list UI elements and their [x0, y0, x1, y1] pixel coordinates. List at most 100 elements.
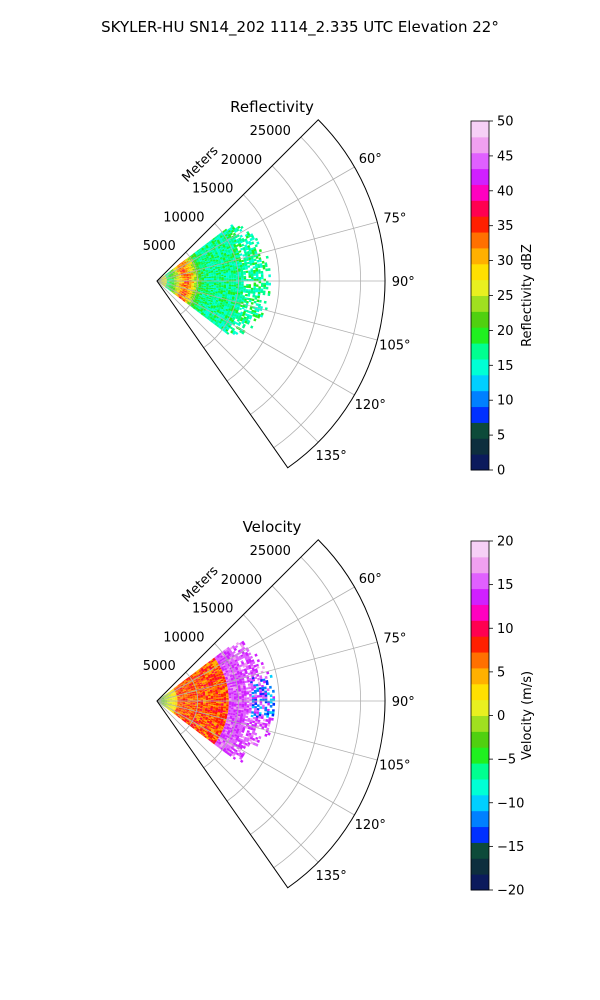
reflectivity-gate — [241, 331, 245, 335]
velocity-gate — [190, 724, 193, 727]
velocity-gate — [198, 730, 202, 733]
reflectivity-gate — [166, 279, 170, 280]
velocity-gate — [187, 680, 191, 683]
reflectivity-gate — [204, 311, 208, 315]
reflectivity-gate — [163, 284, 166, 286]
velocity-gate — [177, 703, 180, 704]
velocity-gate — [218, 673, 222, 676]
reflectivity-gate — [170, 269, 174, 271]
reflectivity-gate — [187, 263, 191, 266]
reflectivity-gate — [184, 297, 187, 300]
reflectivity-gate — [188, 288, 191, 290]
reflectivity-gate — [187, 258, 190, 261]
velocity-gate — [197, 684, 201, 687]
velocity-gate — [179, 707, 182, 709]
velocity-gate — [190, 713, 193, 716]
reflectivity-gate — [192, 268, 195, 270]
velocity-gate — [169, 695, 172, 698]
velocity-gate — [194, 726, 198, 729]
reflectivity-gate — [187, 269, 190, 271]
velocity-gate — [202, 671, 206, 674]
reflectivity-gate — [208, 261, 211, 264]
reflectivity-gate — [211, 240, 214, 243]
reflectivity-gate — [184, 301, 188, 304]
reflectivity-colorbar-tick-label: 35 — [497, 219, 514, 234]
reflectivity-gate — [167, 272, 170, 274]
velocity-gate — [207, 674, 211, 677]
reflectivity-gate — [221, 273, 224, 276]
reflectivity-gate — [213, 299, 216, 302]
reflectivity-gate — [226, 327, 230, 331]
velocity-gate — [183, 684, 187, 687]
reflectivity-gate — [204, 253, 208, 256]
velocity-gate — [180, 683, 183, 686]
velocity-gate — [167, 707, 171, 710]
reflectivity-gate — [175, 266, 178, 269]
velocity-gate — [196, 718, 200, 721]
reflectivity-gate — [245, 241, 249, 245]
velocity-gate — [210, 730, 214, 733]
reflectivity-gate — [188, 259, 191, 262]
reflectivity-gate — [175, 288, 178, 290]
velocity-gate — [215, 725, 219, 728]
reflectivity-gate — [211, 297, 214, 300]
velocity-gate — [203, 726, 207, 729]
reflectivity-gate — [228, 319, 232, 323]
reflectivity-gate — [173, 274, 176, 276]
reflectivity-gate — [168, 275, 171, 277]
velocity-gate — [179, 712, 183, 715]
reflectivity-gate — [268, 282, 271, 286]
reflectivity-gate — [173, 269, 177, 271]
reflectivity-gate — [188, 295, 191, 298]
velocity-gate — [169, 690, 172, 693]
velocity-gate — [216, 739, 220, 743]
reflectivity-gate — [175, 266, 178, 269]
velocity-gate — [189, 708, 193, 710]
velocity-gate — [161, 703, 165, 705]
velocity-gate — [191, 722, 195, 725]
velocity-gate — [208, 671, 212, 674]
reflectivity-gate — [179, 283, 182, 285]
reflectivity-gate — [196, 300, 200, 303]
velocity-gate — [180, 684, 184, 687]
reflectivity-gate — [176, 283, 180, 285]
velocity-gate — [179, 687, 183, 690]
reflectivity-gate — [207, 258, 210, 261]
reflectivity-gate — [217, 252, 221, 255]
reflectivity-gate — [185, 260, 189, 263]
reflectivity-gate — [250, 273, 254, 276]
reflectivity-gate — [229, 326, 233, 330]
velocity-gate — [164, 701, 168, 703]
velocity-gate — [200, 667, 204, 671]
reflectivity-gate — [233, 276, 237, 279]
velocity-gate — [177, 696, 180, 698]
reflectivity-colorbar-tick-label: 10 — [497, 394, 514, 409]
reflectivity-gate — [200, 246, 204, 250]
velocity-gate — [226, 698, 229, 700]
reflectivity-gate — [255, 256, 259, 259]
reflectivity-gate — [175, 267, 179, 270]
reflectivity-gate — [178, 276, 182, 278]
reflectivity-gate — [166, 279, 170, 281]
velocity-gate — [187, 704, 191, 706]
reflectivity-gate — [210, 299, 214, 302]
velocity-gate — [173, 712, 176, 715]
reflectivity-gate — [188, 265, 192, 268]
velocity-gate — [173, 693, 177, 696]
reflectivity-gate — [179, 295, 183, 298]
reflectivity-gate — [217, 235, 221, 239]
reflectivity-gate — [197, 303, 201, 306]
reflectivity-gate — [204, 257, 207, 260]
reflectivity-gate — [170, 274, 174, 276]
reflectivity-gate — [216, 305, 219, 308]
reflectivity-gate — [168, 276, 172, 278]
velocity-gate — [186, 690, 189, 693]
velocity-gate — [169, 709, 172, 712]
velocity-gate — [174, 702, 178, 704]
velocity-gate — [190, 712, 194, 715]
reflectivity-gate — [250, 291, 254, 294]
reflectivity-gate — [248, 275, 252, 278]
velocity-gate — [206, 667, 210, 671]
reflectivity-gate — [176, 291, 179, 293]
reflectivity-gate — [215, 312, 218, 316]
